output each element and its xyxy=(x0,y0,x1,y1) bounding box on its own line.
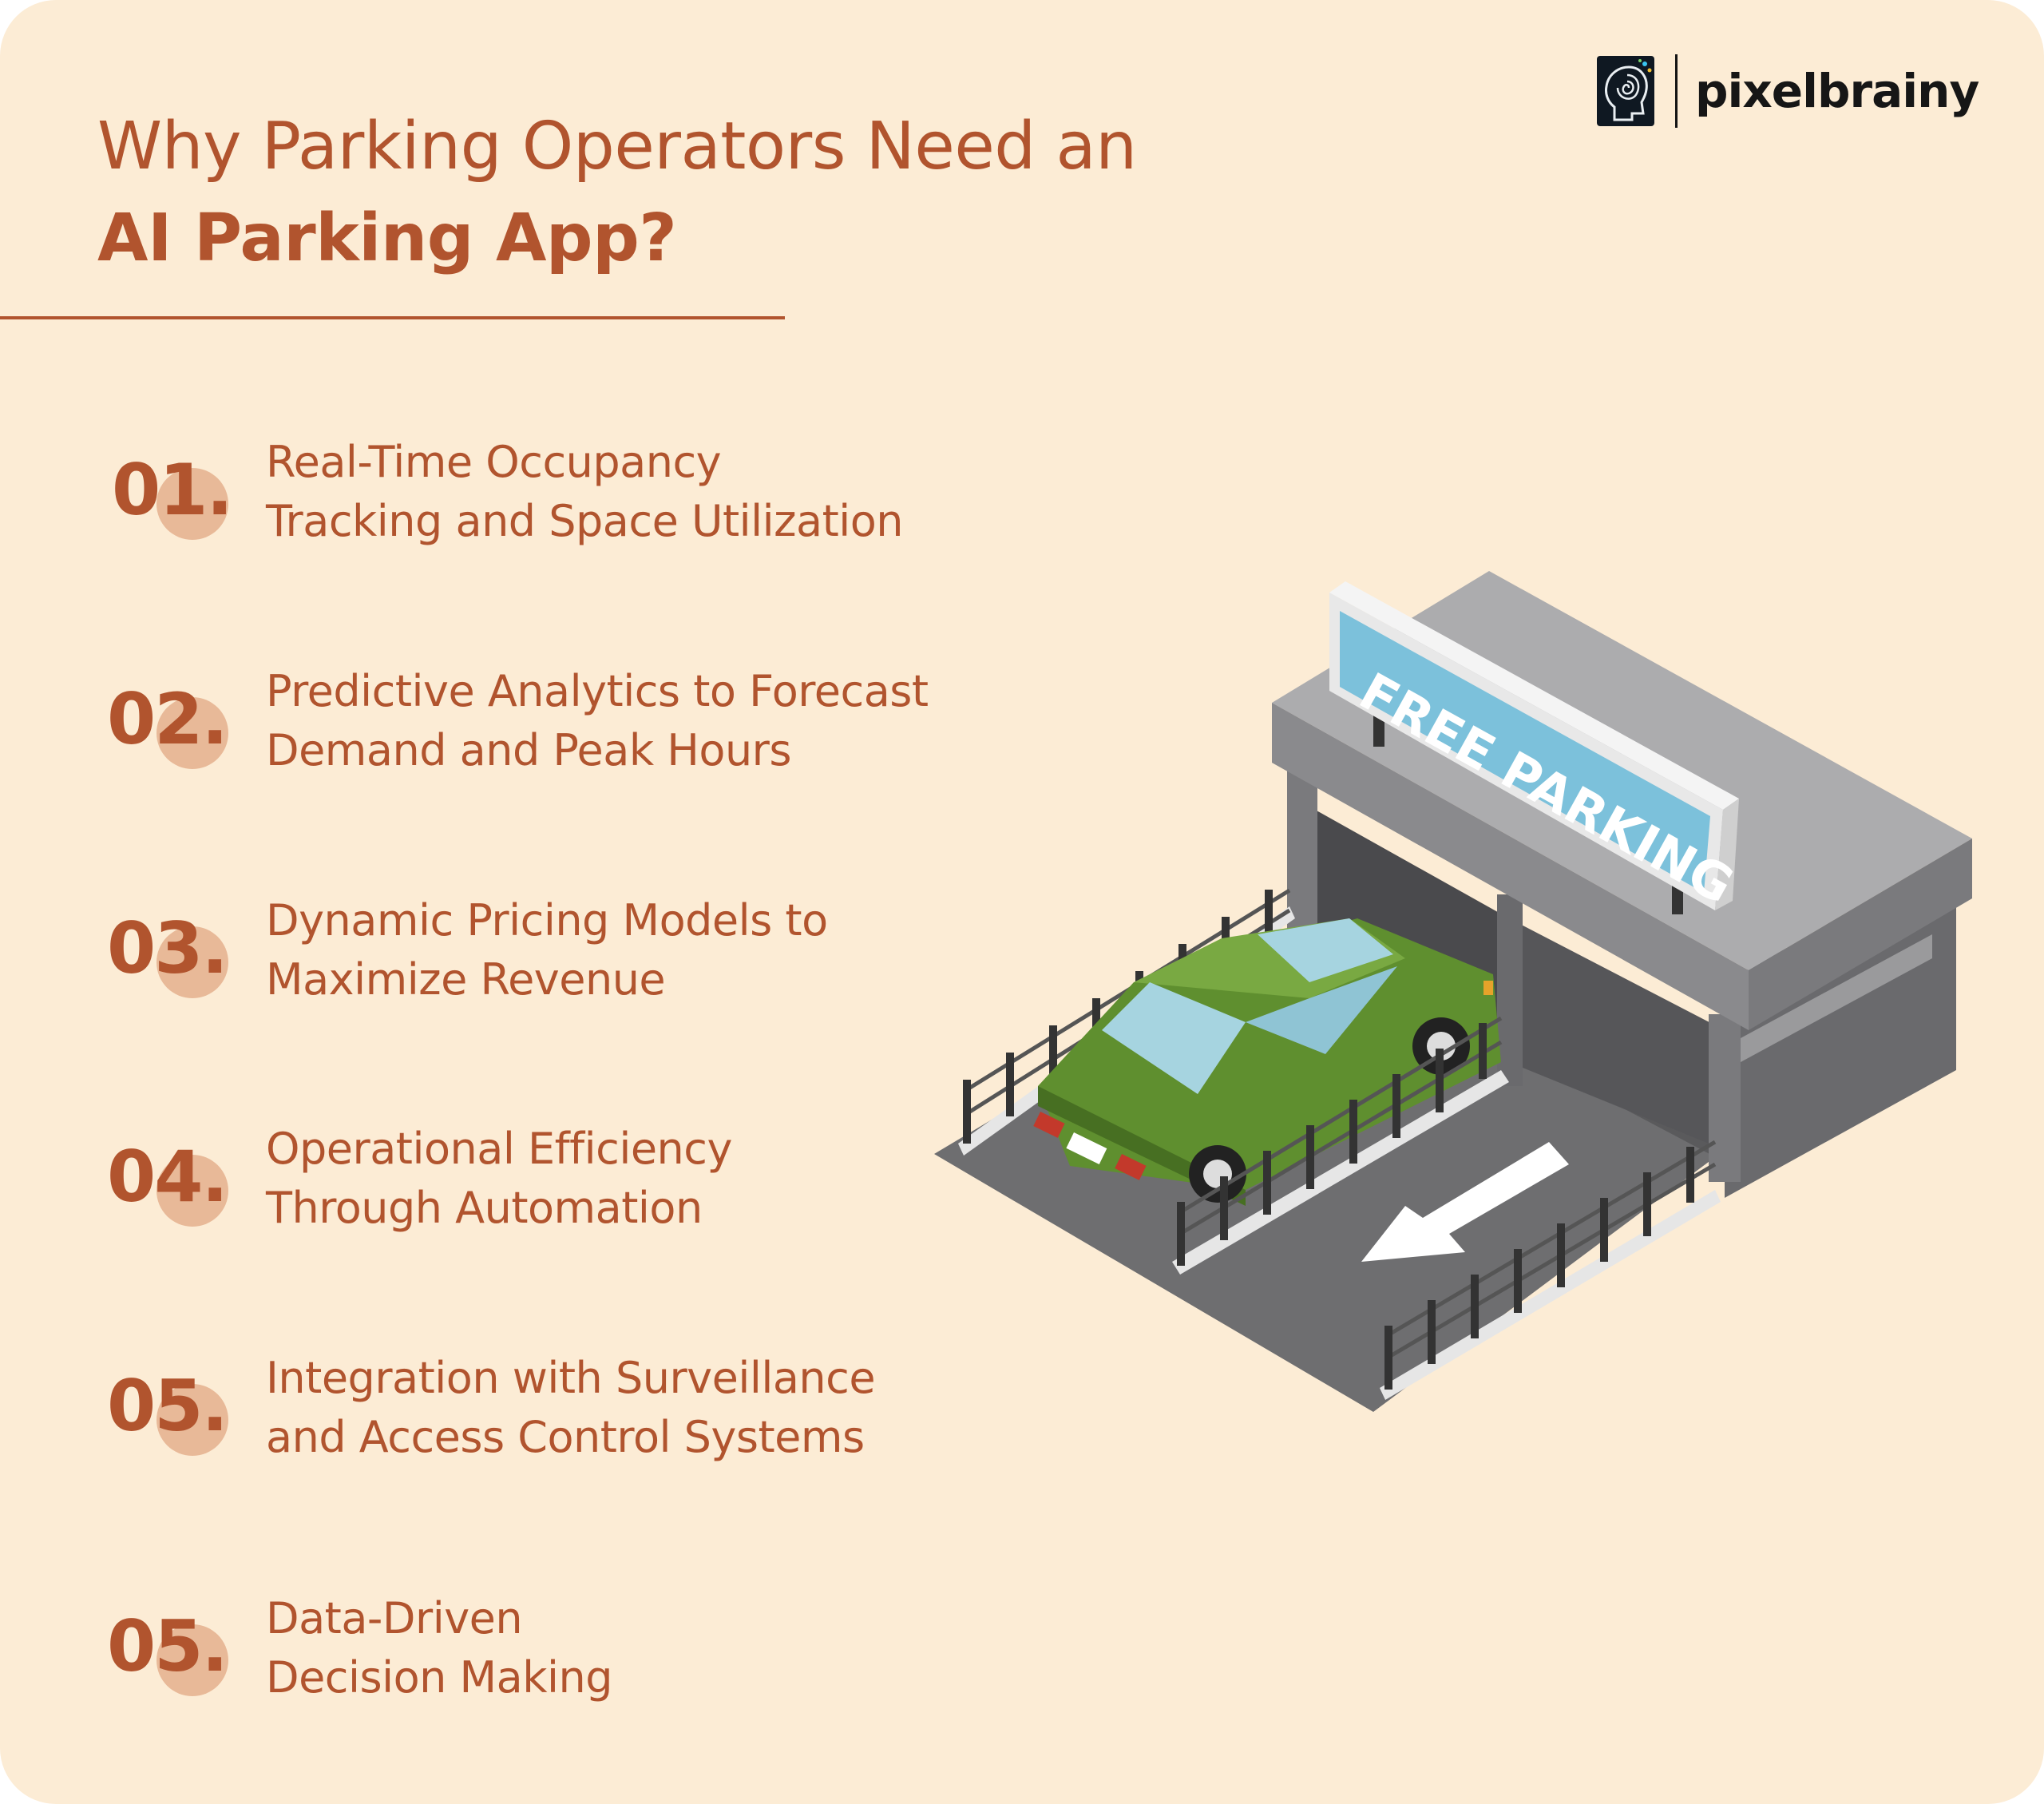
item-line-1: Real-Time Occupancy xyxy=(266,437,722,487)
railing-posts xyxy=(1177,1023,1487,1266)
number-circle xyxy=(156,697,228,769)
item-text: Data-Driven Decision Making xyxy=(266,1589,613,1707)
item-number: 02. xyxy=(107,678,228,760)
list-item: 02. Predictive Analytics to Forecast Dem… xyxy=(0,662,958,790)
pillar xyxy=(1497,894,1523,1086)
item-number-badge: 05. xyxy=(107,1589,251,1717)
logo-separator xyxy=(1675,54,1678,128)
number-circle xyxy=(156,926,228,998)
item-line-1: Integration with Surveillance xyxy=(266,1353,876,1403)
item-number: 05. xyxy=(107,1365,228,1447)
list-item: 01. Real-Time Occupancy Tracking and Spa… xyxy=(0,433,958,561)
item-number-badge: 03. xyxy=(107,891,251,1019)
railing xyxy=(1380,1190,1721,1400)
item-line-1: Dynamic Pricing Models to xyxy=(266,895,828,946)
item-number-badge: 05. xyxy=(107,1349,251,1477)
item-number: 04. xyxy=(107,1136,228,1218)
item-line-2: Demand and Peak Hours xyxy=(266,725,792,775)
item-line-1: Predictive Analytics to Forecast xyxy=(266,666,929,716)
pillar xyxy=(1709,1014,1741,1182)
item-line-2: Tracking and Space Utilization xyxy=(266,496,904,546)
item-number: 05. xyxy=(107,1605,228,1687)
number-circle xyxy=(156,1155,228,1227)
item-number: 03. xyxy=(107,907,228,989)
item-number-badge: 04. xyxy=(107,1120,251,1247)
item-line-1: Operational Efficiency xyxy=(266,1124,732,1174)
direction-arrow-icon xyxy=(1361,1142,1569,1262)
item-line-2: and Access Control Systems xyxy=(266,1412,865,1462)
item-line-2: Through Automation xyxy=(266,1183,703,1233)
item-text: Operational Efficiency Through Automatio… xyxy=(266,1120,732,1238)
railing-posts xyxy=(1384,1147,1694,1390)
brand-name: pixelbrainy xyxy=(1695,64,1979,118)
item-text: Real-Time Occupancy Tracking and Space U… xyxy=(266,433,904,551)
car-illustration xyxy=(1033,918,1501,1206)
list-item: 05. Integration with Surveillance and Ac… xyxy=(0,1349,958,1477)
brand-logo: pixelbrainy xyxy=(1597,54,1979,128)
title-line-2: AI Parking App? xyxy=(97,200,677,276)
list-item: 05. Data-Driven Decision Making xyxy=(0,1589,958,1717)
item-text: Integration with Surveillance and Access… xyxy=(266,1349,876,1467)
page-title: Why Parking Operators Need an AI Parking… xyxy=(97,102,1137,286)
title-line-1: Why Parking Operators Need an xyxy=(97,109,1137,184)
number-circle xyxy=(156,468,228,540)
number-circle xyxy=(156,1624,228,1696)
list-item: 04. Operational Efficiency Through Autom… xyxy=(0,1120,958,1247)
brain-head-icon xyxy=(1597,56,1654,126)
title-divider xyxy=(0,316,785,319)
item-line-2: Maximize Revenue xyxy=(266,954,666,1005)
item-text: Predictive Analytics to Forecast Demand … xyxy=(266,662,929,780)
list-item: 03. Dynamic Pricing Models to Maximize R… xyxy=(0,891,958,1019)
railing xyxy=(1172,1070,1509,1275)
item-line-1: Data-Driven xyxy=(266,1593,523,1643)
item-number-badge: 01. xyxy=(112,433,256,561)
item-number: 01. xyxy=(112,449,233,531)
item-text: Dynamic Pricing Models to Maximize Reven… xyxy=(266,891,828,1009)
number-circle xyxy=(156,1384,228,1456)
item-line-2: Decision Making xyxy=(266,1652,613,1703)
parking-garage-illustration: FREE PARKING xyxy=(934,571,1972,1412)
free-parking-sign xyxy=(1340,611,1710,893)
item-number-badge: 02. xyxy=(107,662,251,790)
